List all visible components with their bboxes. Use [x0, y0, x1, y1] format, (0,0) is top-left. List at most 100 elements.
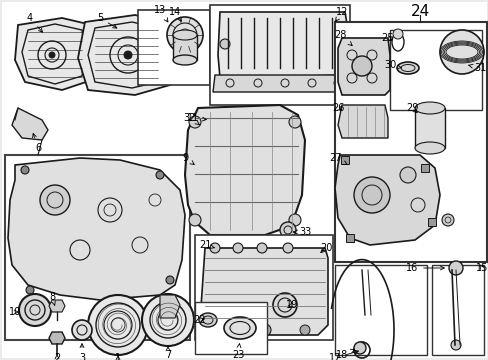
Bar: [389, 30, 481, 110]
Polygon shape: [218, 12, 347, 78]
Ellipse shape: [396, 62, 418, 74]
Circle shape: [272, 293, 296, 317]
Bar: [5, 155, 190, 340]
Text: 24: 24: [409, 4, 429, 19]
Text: 6: 6: [33, 134, 41, 153]
Text: 29: 29: [405, 103, 417, 113]
Circle shape: [259, 324, 270, 336]
Text: 5: 5: [97, 13, 117, 28]
Bar: [195, 235, 332, 340]
Text: 7: 7: [164, 347, 171, 360]
Bar: [209, 5, 349, 105]
Polygon shape: [427, 218, 435, 226]
Text: 19: 19: [285, 300, 298, 310]
Text: 12: 12: [335, 7, 347, 21]
Circle shape: [88, 295, 148, 355]
Text: 33: 33: [293, 227, 310, 237]
Circle shape: [232, 243, 243, 253]
Circle shape: [353, 342, 365, 354]
Text: 31: 31: [468, 63, 485, 73]
Polygon shape: [184, 105, 305, 235]
Circle shape: [124, 51, 132, 59]
Polygon shape: [213, 75, 351, 92]
Polygon shape: [12, 108, 48, 140]
Circle shape: [72, 320, 92, 340]
Bar: [138, 10, 209, 85]
Polygon shape: [49, 300, 65, 312]
Text: 25: 25: [381, 33, 393, 43]
Circle shape: [110, 37, 146, 73]
Circle shape: [19, 294, 51, 326]
Text: 3: 3: [79, 344, 85, 360]
Circle shape: [220, 39, 229, 49]
Text: 14: 14: [168, 7, 181, 21]
Circle shape: [257, 243, 266, 253]
Text: 20: 20: [319, 243, 331, 253]
Polygon shape: [346, 234, 353, 242]
Text: 16: 16: [405, 263, 444, 273]
Polygon shape: [78, 15, 175, 95]
Circle shape: [167, 17, 203, 53]
Polygon shape: [200, 248, 327, 335]
Text: 15: 15: [475, 263, 487, 273]
Bar: [334, 22, 486, 262]
Ellipse shape: [414, 102, 444, 114]
Text: 10: 10: [9, 307, 21, 317]
Text: 28: 28: [333, 30, 351, 46]
Circle shape: [40, 185, 70, 215]
Text: 18: 18: [335, 349, 354, 360]
Circle shape: [280, 222, 295, 238]
Circle shape: [441, 214, 453, 226]
Polygon shape: [49, 332, 65, 344]
Polygon shape: [414, 108, 444, 148]
Circle shape: [450, 340, 460, 350]
Polygon shape: [173, 35, 197, 60]
Polygon shape: [160, 295, 180, 318]
Circle shape: [165, 276, 174, 284]
Text: 30: 30: [383, 60, 401, 70]
Text: 22: 22: [193, 315, 206, 325]
Polygon shape: [337, 105, 387, 138]
Circle shape: [399, 167, 415, 183]
Text: 23: 23: [231, 344, 244, 360]
Circle shape: [448, 261, 462, 275]
Circle shape: [209, 243, 220, 253]
Circle shape: [142, 294, 194, 346]
Circle shape: [439, 30, 483, 74]
Bar: [334, 265, 426, 355]
Circle shape: [283, 243, 292, 253]
Bar: [431, 265, 483, 355]
Polygon shape: [334, 155, 439, 245]
Bar: [195, 302, 266, 354]
Circle shape: [189, 116, 201, 128]
Circle shape: [38, 41, 66, 69]
Circle shape: [156, 171, 163, 179]
Text: 2: 2: [54, 353, 60, 360]
Text: 27: 27: [328, 153, 346, 165]
Circle shape: [334, 39, 345, 49]
Ellipse shape: [173, 30, 197, 40]
Circle shape: [288, 116, 301, 128]
Text: 21: 21: [199, 240, 214, 250]
Ellipse shape: [414, 142, 444, 154]
Text: 32: 32: [183, 113, 199, 125]
Circle shape: [353, 177, 389, 213]
Circle shape: [288, 214, 301, 226]
Text: 11: 11: [186, 113, 206, 123]
Text: 8: 8: [49, 292, 55, 305]
Ellipse shape: [224, 317, 256, 339]
Circle shape: [26, 286, 34, 294]
Polygon shape: [420, 164, 428, 172]
Polygon shape: [337, 38, 389, 95]
Text: 17: 17: [328, 350, 358, 360]
Polygon shape: [8, 158, 184, 300]
Text: 1: 1: [115, 353, 121, 360]
Polygon shape: [15, 18, 95, 90]
Ellipse shape: [199, 313, 217, 327]
Circle shape: [21, 166, 29, 174]
Polygon shape: [340, 156, 348, 164]
Circle shape: [49, 52, 55, 58]
Circle shape: [189, 214, 201, 226]
Circle shape: [392, 29, 402, 39]
Text: 26: 26: [331, 103, 344, 113]
